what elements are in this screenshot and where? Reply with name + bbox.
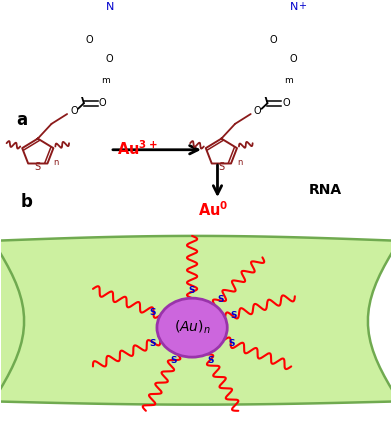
Text: O: O xyxy=(86,35,94,45)
Text: RNA: RNA xyxy=(309,183,341,197)
Text: S: S xyxy=(189,286,195,295)
Text: S: S xyxy=(149,339,156,348)
Text: S: S xyxy=(230,311,236,320)
Text: S: S xyxy=(35,162,41,172)
Text: O: O xyxy=(98,98,106,108)
Circle shape xyxy=(157,298,227,357)
Text: S: S xyxy=(171,357,177,366)
Text: a: a xyxy=(16,111,27,130)
Text: S: S xyxy=(207,357,214,366)
Polygon shape xyxy=(0,236,392,405)
Text: O: O xyxy=(70,106,78,116)
Text: +: + xyxy=(298,0,306,11)
Text: N: N xyxy=(106,2,114,12)
Text: O: O xyxy=(106,54,114,64)
Text: m: m xyxy=(285,76,293,85)
Text: O: O xyxy=(270,35,277,45)
Text: O: O xyxy=(254,106,261,116)
Text: m: m xyxy=(101,76,110,85)
Text: n: n xyxy=(53,158,59,167)
Text: $\mathbf{Au^0}$: $\mathbf{Au^0}$ xyxy=(198,200,229,219)
Text: b: b xyxy=(20,193,32,210)
Text: $\mathbf{Au^{3+}}$: $\mathbf{Au^{3+}}$ xyxy=(117,140,158,159)
Text: S: S xyxy=(229,339,235,348)
Text: O: O xyxy=(289,54,297,64)
Text: S: S xyxy=(218,162,225,172)
Text: O: O xyxy=(282,98,290,108)
Text: $(Au)_n$: $(Au)_n$ xyxy=(174,319,211,336)
Text: n: n xyxy=(237,158,242,167)
Text: S: S xyxy=(149,308,156,317)
Text: S: S xyxy=(217,295,223,304)
Text: N: N xyxy=(289,2,298,12)
